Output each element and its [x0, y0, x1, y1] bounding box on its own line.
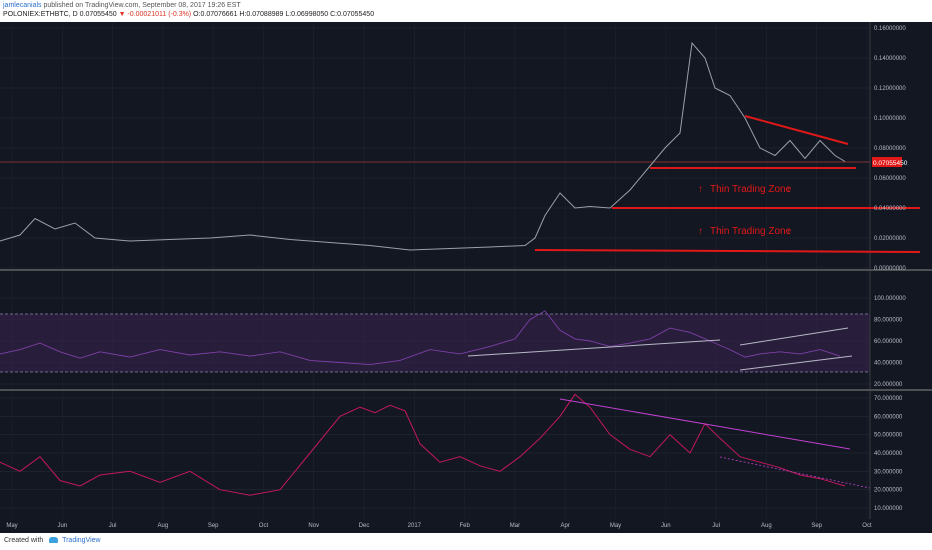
rsi-tick-label: 40.000000: [874, 361, 903, 367]
rsi-axis-labels: 100.000000 80.000000 60.000000 40.000000 20.…: [874, 296, 906, 388]
price-axis-labels: 0.16000000 0.14000000 0.12000000 0.10000000…: [874, 26, 906, 272]
price-series: [0, 41, 846, 251]
osc-tick-label: 60.000000: [874, 414, 903, 420]
price-tick-label: 0.04000000: [874, 206, 906, 212]
price-tick-label: 0.08000000: [874, 146, 906, 152]
osc-tick-label: 20.000000: [874, 488, 903, 494]
time-tick-label: Oct: [259, 523, 269, 529]
time-tick-label: Aug: [158, 523, 169, 529]
osc-tick-label: 10.000000: [874, 506, 903, 512]
time-tick-label: 2017: [408, 523, 422, 529]
time-tick-label: Sep: [811, 523, 822, 529]
time-tick-label: Nov: [308, 523, 319, 529]
svg-text:↑: ↑: [698, 226, 703, 237]
chart-header: jamlecanials published on TradingView.co…: [0, 0, 932, 22]
thin-zone-label-1: Thin Trading Zone: [710, 184, 792, 195]
publish-info: jamlecanials published on TradingView.co…: [3, 2, 241, 9]
time-tick-label: Jun: [57, 523, 67, 529]
rsi-tick-label: 20.000000: [874, 382, 903, 388]
time-tick-label: Dec: [359, 523, 370, 529]
price-tick-label: 0.02000000: [874, 236, 906, 242]
author-link[interactable]: jamlecanials: [3, 2, 42, 9]
time-tick-label: Jun: [661, 523, 671, 529]
time-tick-label: Oct: [862, 523, 872, 529]
osc-tick-label: 50.000000: [874, 433, 903, 439]
thin-zone-label-2: Thin Trading Zone: [710, 226, 792, 237]
osc-tick-label: 30.000000: [874, 469, 903, 475]
oscillator-series: [0, 393, 846, 496]
time-tick-label: Jul: [712, 523, 720, 529]
last-price-tag: [872, 157, 902, 167]
osc-axis-labels: 70.000000 60.000000 50.000000 40.000000 30.0…: [874, 396, 903, 512]
published-text: published on TradingView.com, September …: [43, 2, 241, 9]
created-with-text: Created with: [4, 537, 44, 544]
time-tick-label: May: [610, 523, 621, 529]
price-tick-label: 0.14000000: [874, 56, 906, 62]
osc-tick-label: 70.000000: [874, 396, 903, 402]
resistance-trendline[interactable]: [744, 115, 849, 145]
symbol-label: POLONIEX:ETHBTC, D: [3, 11, 78, 18]
svg-text:↓: ↓: [786, 184, 791, 195]
svg-text:↑: ↑: [698, 184, 703, 195]
osc-dashed-trendline[interactable]: [719, 456, 871, 489]
time-axis-labels: May Jun Jul Aug Sep Oct Nov Dec 2017 Feb Mar Apr May…: [6, 523, 872, 529]
chart-area[interactable]: ↑ Thin Trading Zone ↓ ↑ Thin Trading Zon…: [0, 22, 932, 533]
time-tick-label: Aug: [761, 523, 772, 529]
ohlc-values: O:0.07076661 H:0.07088989 L:0.06998050 C…: [193, 11, 375, 18]
rsi-tick-label: 60.000000: [874, 339, 903, 345]
thin-zone-annotation-2[interactable]: ↑ Thin Trading Zone ↓: [698, 226, 792, 237]
osc-trendline[interactable]: [559, 398, 851, 450]
osc-tick-label: 40.000000: [874, 451, 903, 457]
tradingview-logo-icon: [49, 537, 59, 543]
price-tick-label: 0.10000000: [874, 116, 906, 122]
rsi-trendline-3[interactable]: [739, 355, 853, 371]
footer: Created with TradingView: [0, 533, 932, 550]
time-tick-label: Apr: [561, 523, 570, 529]
last-price: 0.07055450: [79, 11, 117, 18]
rsi-trendline-1[interactable]: [467, 339, 721, 357]
price-tick-label: 0.06000000: [874, 176, 906, 182]
time-tick-label: Jul: [109, 523, 117, 529]
chart-svg[interactable]: ↑ Thin Trading Zone ↓ ↑ Thin Trading Zon…: [0, 22, 932, 533]
price-tick-label: 0.16000000: [874, 26, 906, 32]
price-change: ▼ -0.00021011 (-0.3%): [118, 11, 192, 18]
tradingview-brand[interactable]: TradingView: [62, 537, 101, 544]
thin-zone-annotation-1[interactable]: ↑ Thin Trading Zone ↓: [698, 184, 792, 195]
rsi-trendline-2[interactable]: [739, 327, 849, 346]
time-tick-label: Feb: [459, 523, 470, 529]
symbol-info: POLONIEX:ETHBTC, D 0.07055450 ▼ -0.00021…: [3, 11, 374, 18]
rsi-band: [0, 314, 870, 372]
rsi-tick-label: 100.000000: [874, 296, 906, 302]
time-tick-label: Sep: [208, 523, 219, 529]
time-tick-label: Mar: [510, 523, 520, 529]
svg-text:↓: ↓: [786, 226, 791, 237]
rsi-tick-label: 80.000000: [874, 318, 903, 324]
rsi-series: [0, 310, 841, 366]
price-tick-label: 0.12000000: [874, 86, 906, 92]
price-tick-label: 0.00000000: [874, 266, 906, 272]
support-line-3[interactable]: [534, 249, 921, 253]
time-tick-label: May: [6, 523, 17, 529]
last-price-tag-label: 0.07055450: [873, 160, 908, 167]
created-with: Created with TradingView: [4, 537, 101, 544]
